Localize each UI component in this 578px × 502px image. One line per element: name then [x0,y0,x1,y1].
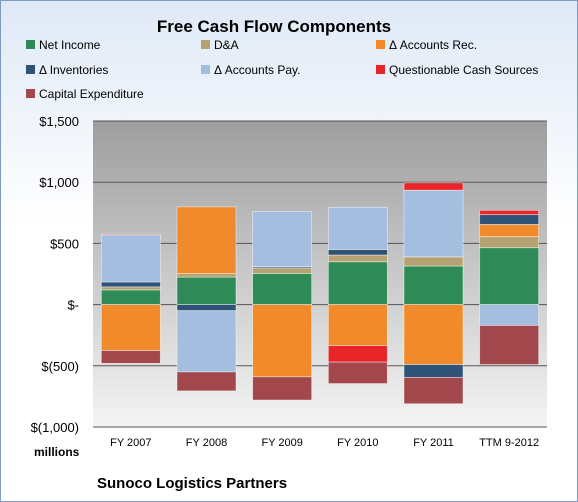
x-tick-label: FY 2009 [261,437,302,449]
legend-swatch-accounts-rec [376,40,385,49]
footer-company-name: Sunoco Logistics Partners [97,475,287,492]
bar-segment-net-income [327,261,388,306]
legend-label-accounts-pay: Δ Accounts Pay. [214,63,301,77]
bar-segment-inventories [176,304,237,312]
bar-segment-capital-expenditure [403,377,464,405]
legend-swatch-d-a [201,40,210,49]
bar-segment-net-income [176,276,237,305]
legend-label-capital-expenditure: Capital Expenditure [39,87,144,101]
legend-label-net-income: Net Income [39,38,101,52]
bar-segment-net-income [479,247,540,306]
x-tick-label: FY 2008 [186,437,227,449]
bar-segment-capital-expenditure [252,376,313,401]
bar-segment-accounts-pay [100,234,161,283]
bar-segment-questionable-cash-sources [327,345,388,363]
legend-swatch-net-income [26,40,35,49]
y-tick-label: $(1,000) [31,420,79,435]
legend-swatch-questionable-cash-sources [376,65,385,74]
bar-segment-capital-expenditure [100,350,161,364]
bar-segment-accounts-pay [327,206,388,250]
bar-segment-inventories [100,281,161,288]
legend-swatch-inventories [26,65,35,74]
legend-label-inventories: Δ Inventories [39,63,108,77]
bar-segment-accounts-pay [403,189,464,258]
bar-segment-inventories [403,364,464,378]
legend: Net Income D&A Δ Accounts Rec. Δ Inventorie… [26,38,538,101]
x-tick-label: FY 2007 [110,437,151,449]
y-tick-label: $1,500 [39,114,79,129]
x-tick-label: TTM 9-2012 [479,437,539,449]
bar-segment-accounts-pay [479,304,540,326]
plot-area [93,121,547,427]
bar-segment-inventories [327,249,388,256]
bar-segment-d-a [252,267,313,274]
bar-segment-inventories [479,214,540,225]
bar-segment-accounts-pay [252,211,313,268]
bar-segment-capital-expenditure [176,371,237,392]
bar-segment-questionable-cash-sources [403,182,464,191]
bar-segment-net-income [100,289,161,305]
y-tick-labels: $1,500 $1,000 $500 $- $(500) $(1,000) [31,114,79,435]
bar-segment-accounts-rec [252,304,313,378]
x-tick-labels: FY 2007 FY 2008 FY 2009 FY 2010 FY 2011 TTM 9… [110,437,539,449]
y-tick-label: $500 [50,236,79,251]
y-tick-label: $- [67,298,79,313]
legend-swatch-accounts-pay [201,65,210,74]
legend-label-d-a: D&A [214,38,239,52]
legend-swatch-capital-expenditure [26,89,35,98]
bar-segment-capital-expenditure [479,325,540,365]
bar-segment-capital-expenditure [327,361,388,384]
bar-segment-accounts-rec [176,206,237,275]
legend-label-questionable-cash-sources: Questionable Cash Sources [389,63,538,77]
gridlines [93,120,547,428]
bar-segment-accounts-rec [403,304,464,365]
bar-segment-questionable-cash-sources [100,233,161,236]
bar-segment-questionable-cash-sources [479,209,540,216]
bar-segment-d-a [100,286,161,291]
bar-segment-d-a [479,236,540,249]
x-tick-label: FY 2011 [413,437,454,449]
x-tick-label: FY 2010 [337,437,378,449]
bar-segment-d-a [176,273,237,278]
bar-segment-accounts-rec [327,304,388,347]
legend-label-accounts-rec: Δ Accounts Rec. [389,38,477,52]
bar-segment-accounts-pay [176,310,237,373]
bar-segment-d-a [327,254,388,263]
bar-segment-net-income [403,265,464,306]
chart-title: Free Cash Flow Components [157,17,391,36]
bar-segment-net-income [252,272,313,306]
bar-segment-accounts-rec [479,224,540,238]
y-unit-label: millions [34,445,80,459]
y-tick-label: $(500) [41,359,79,374]
bars [100,182,540,405]
bar-segment-d-a [403,256,464,267]
y-tick-label: $1,000 [39,175,79,190]
bar-segment-accounts-rec [100,304,161,351]
